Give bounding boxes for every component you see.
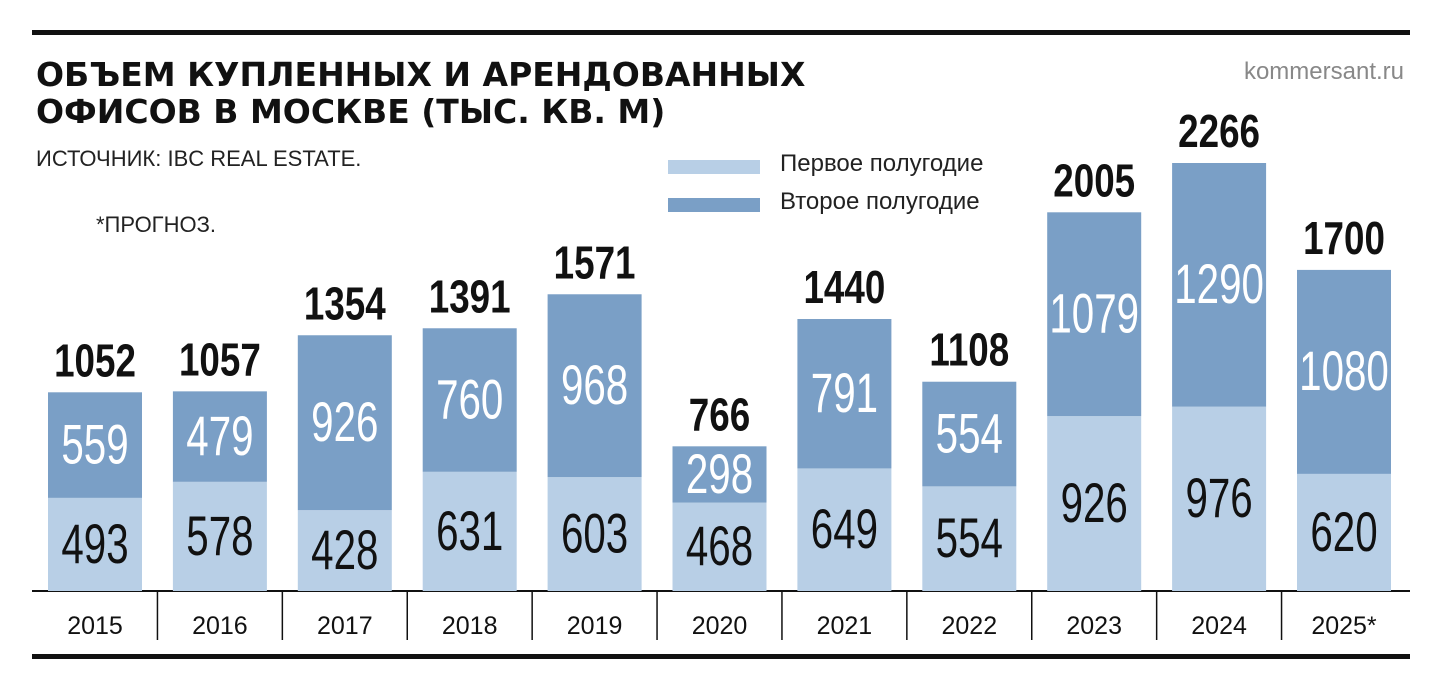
bar-first-half-9 [1172, 406, 1267, 591]
x-tick-label-0: 2015 [67, 612, 123, 640]
value-label-first-half-4: 603 [561, 503, 628, 565]
bar-second-half-3 [422, 328, 517, 472]
value-label-second-half-0: 559 [61, 414, 128, 476]
value-label-first-half-8: 926 [1061, 473, 1128, 535]
x-tick-label-7: 2022 [941, 612, 997, 640]
x-tick-label-4: 2019 [567, 612, 623, 640]
bar-second-half-8 [1047, 212, 1142, 417]
forecast-note: *ПРОГНОЗ. [96, 212, 216, 237]
bar-first-half-3 [422, 471, 517, 591]
source-note: ИСТОЧНИК: IBC REAL ESTATE. [36, 146, 362, 171]
top-rule [32, 30, 1410, 35]
total-label-0: 1052 [54, 334, 136, 386]
legend-swatch-first-half [668, 160, 760, 174]
value-label-second-half-2: 926 [311, 392, 378, 454]
x-tick-label-1: 2016 [192, 612, 248, 640]
bar-first-half-10 [1297, 473, 1391, 591]
total-label-5: 766 [689, 388, 750, 440]
value-label-first-half-6: 649 [811, 499, 878, 561]
bar-first-half-4 [547, 477, 642, 591]
value-label-first-half-2: 428 [311, 520, 378, 582]
value-label-first-half-9: 976 [1185, 468, 1252, 530]
total-label-3: 1391 [429, 270, 511, 322]
site-name: kommersant.ru [1243, 58, 1404, 85]
chart-title-line-2: ОФИСОВ В МОСКВЕ (ТЫС. КВ. М) [36, 92, 666, 131]
total-label-10: 1700 [1303, 212, 1385, 264]
bar-first-half-6 [797, 468, 892, 591]
bar-second-half-2 [297, 335, 392, 511]
value-label-first-half-10: 620 [1310, 501, 1377, 563]
value-label-second-half-7: 554 [936, 403, 1003, 465]
chart-title: ОБЪЕМ КУПЛЕННЫХ И АРЕНДОВАННЫХ ОФИСОВ В … [36, 56, 856, 130]
bar-second-half-5 [672, 446, 767, 503]
total-label-4: 1571 [554, 236, 636, 288]
value-label-first-half-1: 578 [186, 505, 253, 567]
x-tick-label-9: 2024 [1191, 612, 1247, 640]
value-label-second-half-1: 479 [186, 406, 253, 468]
bar-second-half-10 [1297, 269, 1391, 474]
value-label-first-half-0: 493 [61, 513, 128, 575]
chart-title-line-1: ОБЪЕМ КУПЛЕННЫХ И АРЕНДОВАННЫХ [36, 55, 806, 94]
value-label-second-half-10: 1080 [1299, 341, 1389, 403]
bar-second-half-0 [48, 392, 142, 498]
x-tick-label-5: 2020 [692, 612, 748, 640]
bar-second-half-4 [547, 294, 642, 478]
value-label-second-half-8: 1079 [1049, 283, 1139, 345]
bar-second-half-9 [1172, 163, 1267, 407]
total-label-6: 1440 [803, 261, 885, 313]
bar-first-half-8 [1047, 416, 1142, 591]
value-label-second-half-5: 298 [686, 443, 753, 505]
value-label-second-half-6: 791 [811, 363, 878, 425]
x-tick-label-6: 2021 [817, 612, 873, 640]
legend-label-first-half: Первое полугодие [780, 150, 984, 177]
value-label-second-half-4: 968 [561, 355, 628, 417]
bar-first-half-5 [672, 502, 767, 591]
total-label-9: 2266 [1178, 105, 1260, 157]
bar-first-half-7 [922, 486, 1017, 591]
bar-first-half-2 [297, 510, 392, 591]
bar-second-half-6 [797, 319, 892, 469]
value-label-second-half-9: 1290 [1174, 254, 1264, 316]
value-label-first-half-7: 554 [936, 508, 1003, 570]
x-tick-label-10: 2025* [1311, 612, 1377, 640]
value-label-first-half-5: 468 [686, 516, 753, 578]
bar-first-half-1 [172, 481, 267, 591]
bar-first-half-0 [48, 497, 142, 591]
x-tick-label-2: 2017 [317, 612, 373, 640]
legend-swatch-second-half [668, 198, 760, 212]
total-label-7: 1108 [929, 324, 1009, 376]
x-tick-label-3: 2018 [442, 612, 498, 640]
x-tick-label-8: 2023 [1066, 612, 1122, 640]
bar-second-half-7 [922, 381, 1017, 487]
value-label-second-half-3: 760 [436, 369, 503, 431]
bottom-rule [32, 654, 1410, 659]
total-label-8: 2005 [1053, 154, 1135, 206]
legend-label-second-half: Второе полугодие [780, 188, 980, 215]
bar-second-half-1 [172, 391, 267, 482]
total-label-2: 1354 [304, 277, 386, 329]
value-label-first-half-3: 631 [436, 500, 503, 562]
total-label-1: 1057 [179, 333, 261, 385]
